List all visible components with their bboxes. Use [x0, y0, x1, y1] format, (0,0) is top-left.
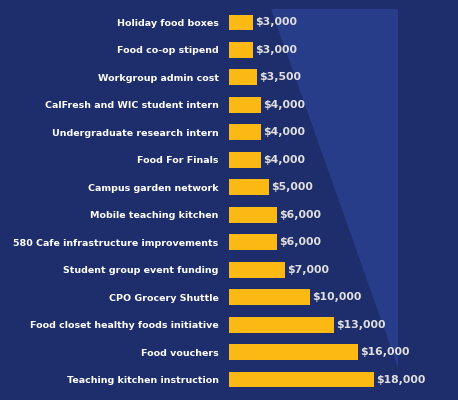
Bar — [229, 14, 253, 30]
Text: $3,000: $3,000 — [255, 45, 297, 55]
Text: $4,000: $4,000 — [263, 100, 305, 110]
Bar — [229, 124, 261, 140]
Text: $10,000: $10,000 — [312, 292, 361, 302]
Bar — [229, 372, 374, 388]
Bar — [229, 207, 278, 223]
Text: $5,000: $5,000 — [271, 182, 313, 192]
Bar — [229, 179, 269, 195]
Bar — [229, 317, 334, 332]
Text: $3,500: $3,500 — [259, 72, 301, 82]
Text: $16,000: $16,000 — [360, 347, 409, 357]
Text: $6,000: $6,000 — [279, 210, 322, 220]
Bar — [229, 42, 253, 58]
Text: $3,000: $3,000 — [255, 18, 297, 28]
Text: $13,000: $13,000 — [336, 320, 386, 330]
Bar — [229, 289, 310, 305]
Bar — [229, 97, 261, 113]
Bar — [229, 344, 358, 360]
Text: $4,000: $4,000 — [263, 127, 305, 137]
Bar — [229, 262, 285, 278]
Bar — [229, 70, 257, 85]
Text: $7,000: $7,000 — [288, 265, 329, 275]
Text: $6,000: $6,000 — [279, 237, 322, 247]
Bar — [229, 152, 261, 168]
Text: $18,000: $18,000 — [376, 374, 425, 384]
Bar — [229, 234, 278, 250]
Text: $4,000: $4,000 — [263, 155, 305, 165]
Polygon shape — [271, 9, 407, 393]
